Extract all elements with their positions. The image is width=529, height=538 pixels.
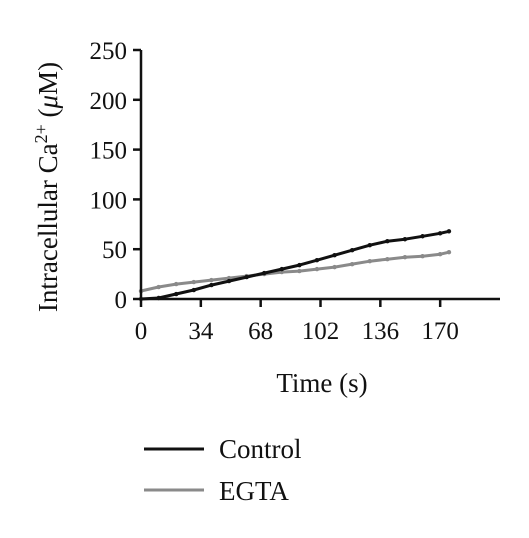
data-point-control [297, 262, 302, 268]
data-point-egta [332, 264, 337, 270]
y-tick-label: 200 [90, 88, 128, 115]
x-tick-label: 68 [248, 318, 273, 345]
data-point-control [420, 234, 425, 239]
x-tick-label: 34 [188, 318, 214, 345]
y-axis-title: Intracellular Ca2+ (μM) [31, 62, 63, 312]
x-tick-label: 136 [362, 318, 400, 345]
y-axis-title-main: Intracellular Ca [33, 143, 63, 312]
data-point-control [367, 243, 372, 248]
data-point-egta [191, 279, 196, 285]
legend-label-egta: EGTA [219, 476, 289, 506]
series-control [138, 229, 452, 302]
series-line-control [139, 229, 451, 301]
data-point-control [279, 266, 284, 272]
data-point-egta [209, 277, 214, 283]
y-axis-title-unit-mu: μ [33, 95, 63, 110]
y-axis: 0 50 100 150 200 250 [90, 38, 143, 314]
data-point-egta [446, 249, 452, 255]
x-tick-label: 102 [302, 318, 340, 345]
y-axis-title-unit-open: ( [33, 108, 63, 124]
data-point-control [173, 291, 179, 297]
data-point-egta [385, 256, 390, 262]
data-point-control [437, 231, 443, 236]
data-point-control [446, 229, 452, 234]
data-point-egta [314, 266, 320, 272]
x-tick-label: 0 [135, 318, 148, 345]
data-point-control [385, 239, 390, 244]
x-tick-label: 170 [421, 318, 459, 345]
y-tick-label: 250 [90, 38, 128, 65]
plot-area [138, 229, 452, 302]
legend-label-control: Control [219, 434, 302, 464]
data-point-egta [349, 261, 355, 267]
data-point-control [244, 274, 249, 280]
x-axis: 0 34 68 102 136 170 [135, 297, 500, 345]
data-point-control [332, 252, 337, 258]
y-tick-label: 100 [90, 187, 128, 214]
x-axis-title: Time (s) [276, 368, 367, 398]
y-tick-label: 150 [90, 138, 128, 165]
y-axis-title-unit-rest: M) [33, 62, 63, 95]
data-point-egta [156, 284, 161, 290]
legend: Control EGTA [144, 434, 302, 506]
y-tick-label: 50 [102, 237, 127, 264]
data-point-egta [402, 254, 408, 260]
series-egta [138, 249, 452, 294]
data-point-control [209, 282, 214, 288]
data-point-egta [297, 268, 302, 274]
y-axis-title-superscript: 2+ [31, 124, 51, 143]
y-tick-label: 0 [115, 287, 128, 314]
data-point-control [226, 278, 232, 284]
data-point-egta [437, 251, 443, 257]
data-point-control [402, 237, 408, 242]
data-point-control [314, 257, 320, 263]
data-point-egta [367, 258, 372, 264]
data-point-egta [420, 253, 425, 259]
series-line-egta [139, 250, 451, 293]
data-point-egta [173, 281, 179, 287]
data-point-control [191, 287, 196, 293]
data-point-control [349, 247, 355, 253]
data-point-control [261, 270, 267, 276]
